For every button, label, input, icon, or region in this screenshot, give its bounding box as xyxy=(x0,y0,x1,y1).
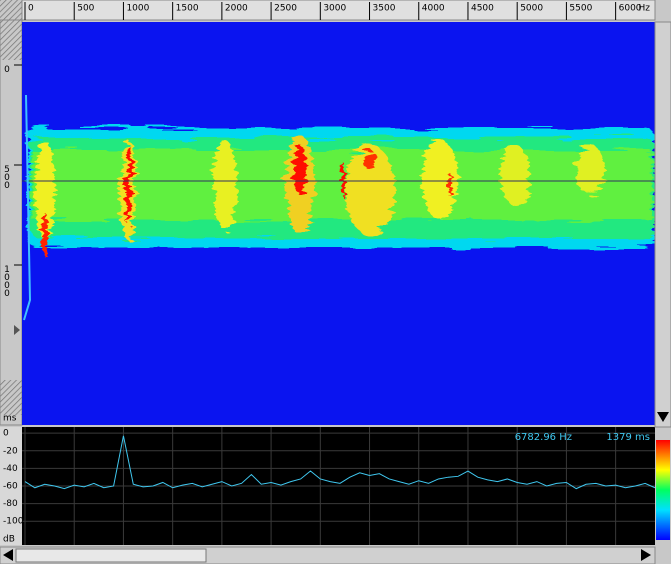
spectrogram xyxy=(22,22,655,425)
energy-blob xyxy=(213,140,237,230)
frequency-tick-label: 4000 xyxy=(422,4,445,14)
energy-peak xyxy=(294,145,306,195)
db-tick-label: -80 xyxy=(3,499,18,509)
energy-blob xyxy=(575,145,605,195)
db-tick-label: -60 xyxy=(3,482,18,492)
frequency-tick-label: 1500 xyxy=(176,4,199,14)
frequency-readout: 6782.96 Hz xyxy=(515,432,572,443)
db-tick-label: -40 xyxy=(3,464,18,474)
time-ruler xyxy=(0,20,22,425)
db-tick-label: -20 xyxy=(3,446,18,456)
energy-peak xyxy=(364,150,376,170)
energy-blob xyxy=(500,145,530,205)
vertical-scrollbar[interactable] xyxy=(655,22,671,427)
frequency-tick-label: 2000 xyxy=(225,4,248,14)
time-unit: ms xyxy=(3,414,17,424)
frequency-tick-label: 6000 xyxy=(619,4,642,14)
frequency-tick-label: 3000 xyxy=(323,4,346,14)
spectrogram-energy xyxy=(28,128,655,257)
time-tick-label: 500 xyxy=(2,165,12,189)
frequency-tick-label: 2500 xyxy=(274,4,297,14)
db-tick-label: 0 xyxy=(3,429,9,439)
scroll-thumb[interactable] xyxy=(16,549,206,562)
frequency-tick-label: 500 xyxy=(77,4,94,14)
frequency-tick-label: 3500 xyxy=(373,4,396,14)
frequency-tick-label: 5500 xyxy=(569,4,592,14)
db-unit: dB xyxy=(3,535,15,545)
db-tick-label: -100 xyxy=(3,517,24,527)
frequency-tick-label: 0 xyxy=(28,4,34,14)
time-tick-label: 1000 xyxy=(2,265,12,297)
energy-blob xyxy=(422,140,458,220)
energy-peak xyxy=(42,213,48,257)
frequency-tick-label: 5000 xyxy=(520,4,543,14)
frequency-tick-label: 1000 xyxy=(126,4,149,14)
energy-peak xyxy=(448,173,452,197)
color-bar xyxy=(656,440,670,540)
frequency-tick-label: 4500 xyxy=(471,4,494,14)
energy-peak xyxy=(341,162,345,198)
time-readout: 1379 ms xyxy=(606,432,650,443)
time-tick-label: 0 xyxy=(2,65,12,73)
energy-peak xyxy=(126,145,132,225)
